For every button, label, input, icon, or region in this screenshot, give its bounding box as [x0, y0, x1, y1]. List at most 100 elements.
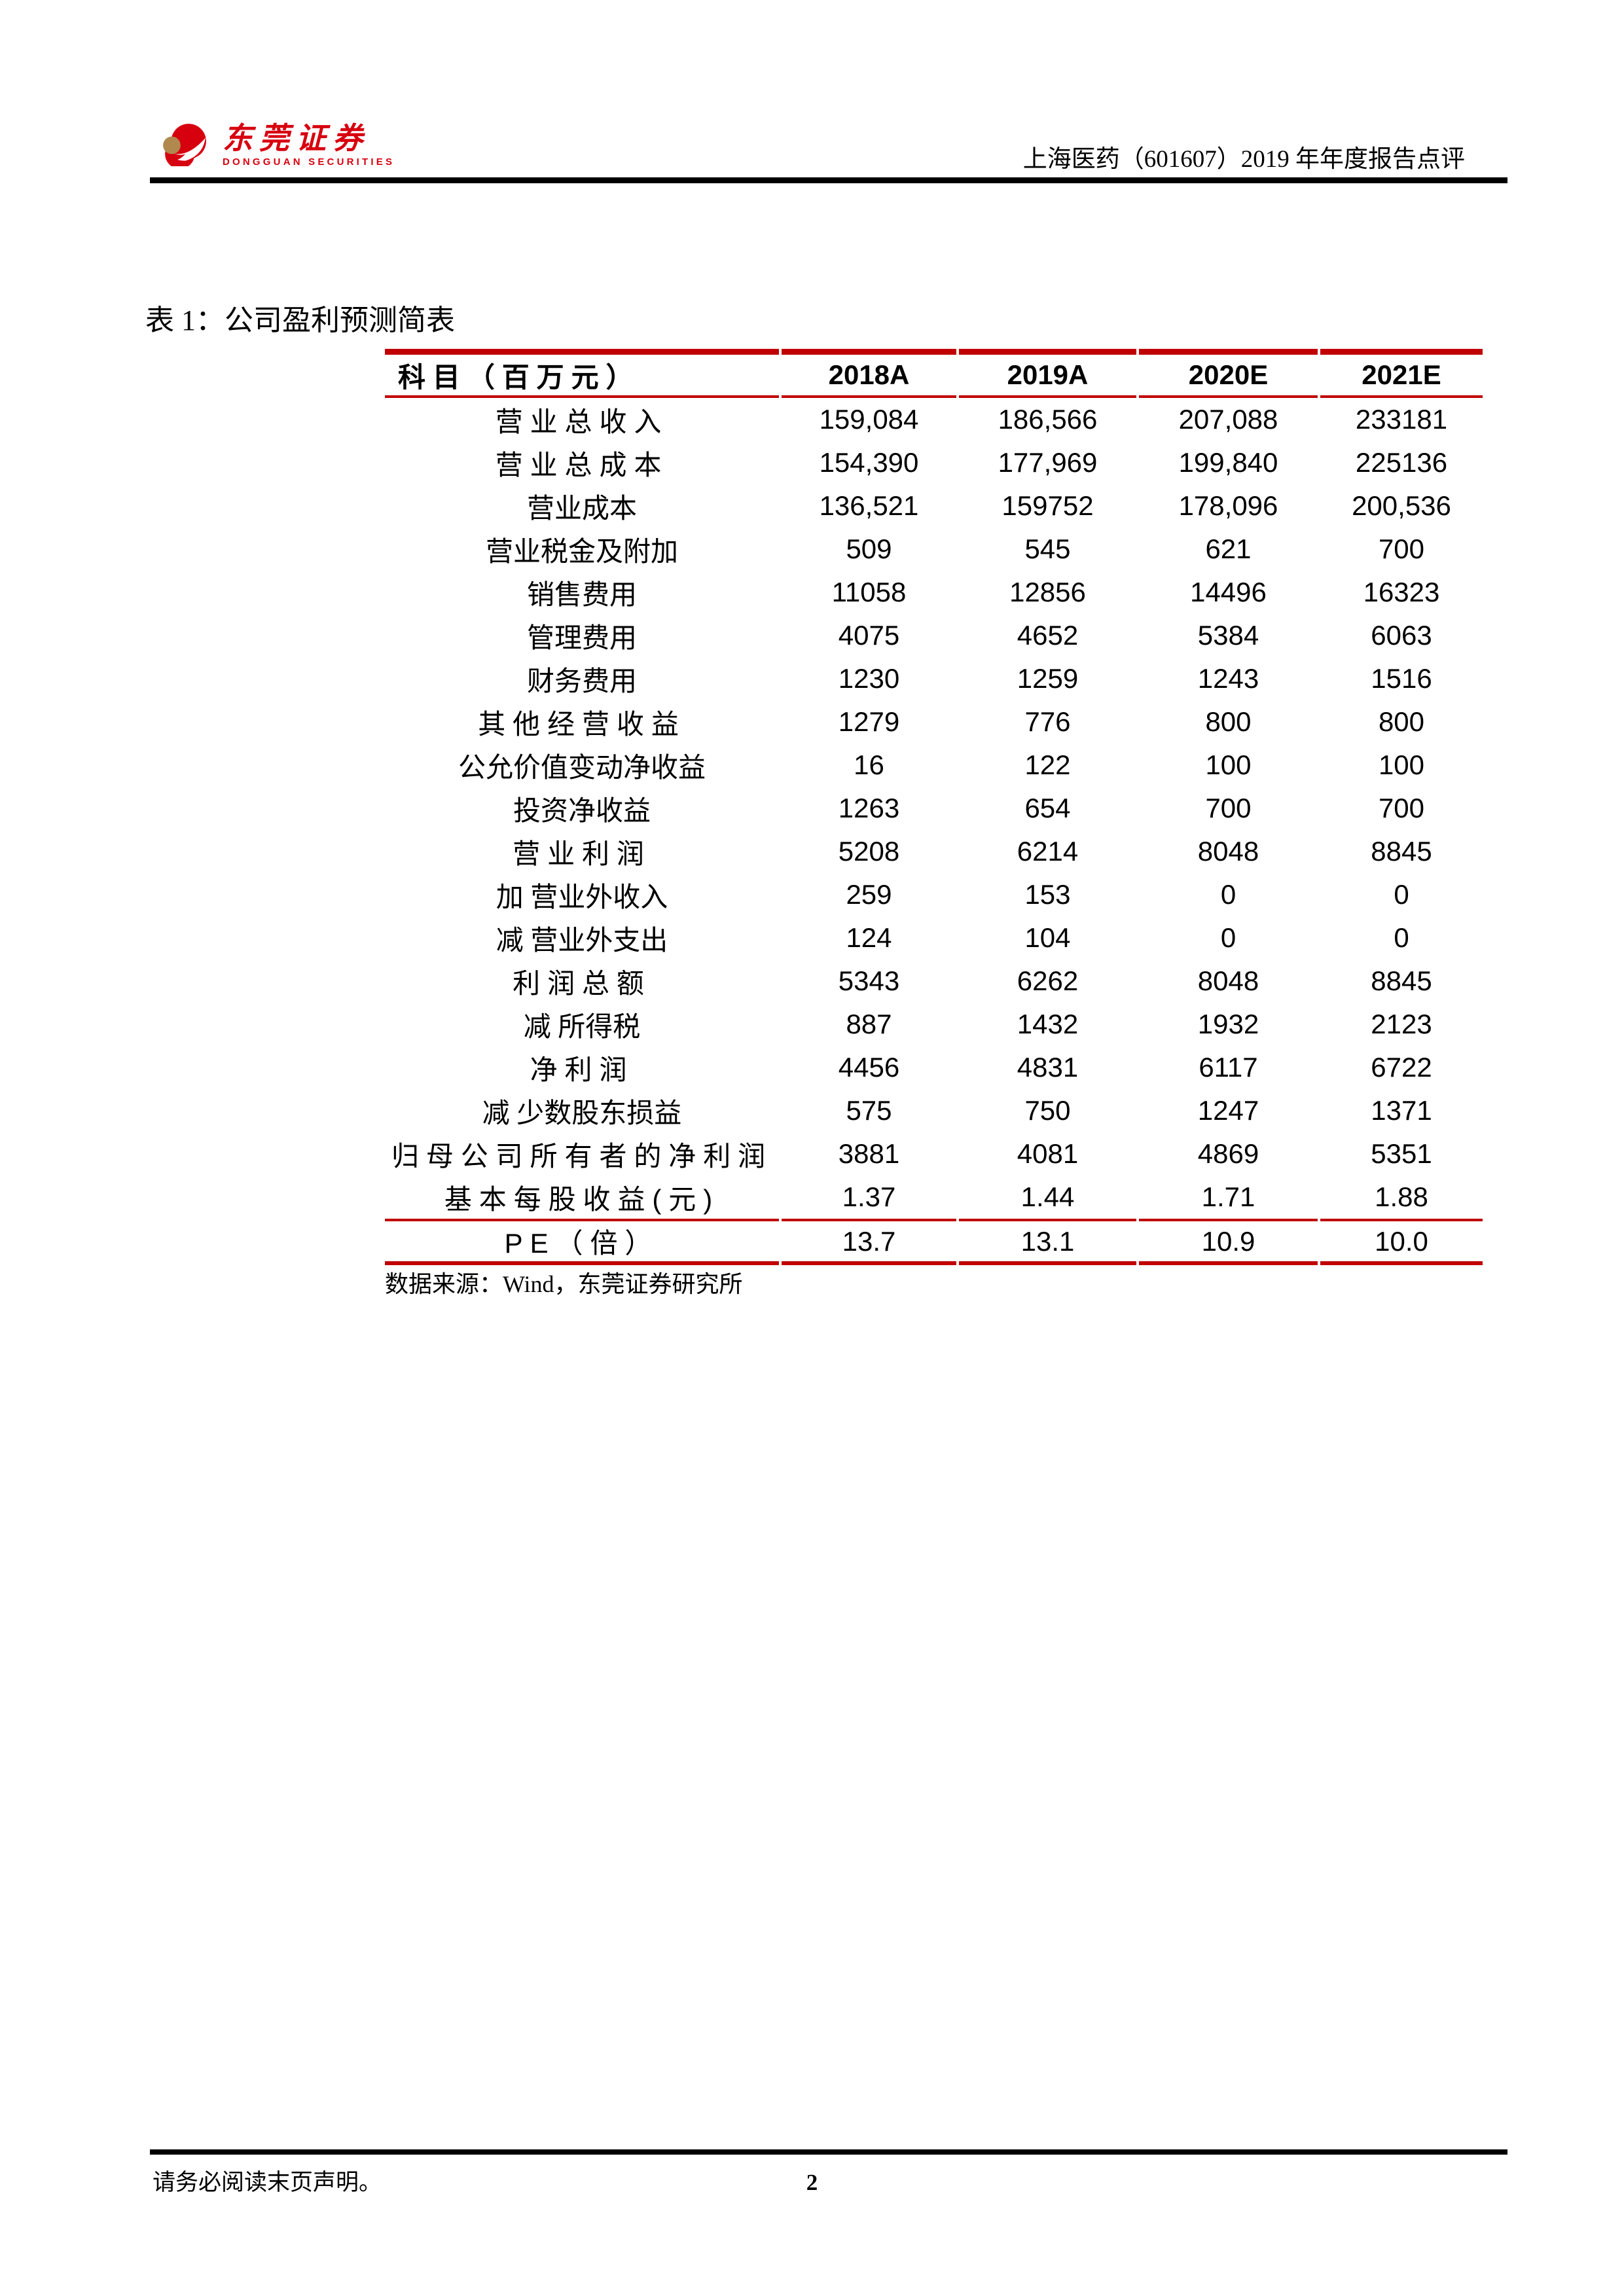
row-value: 4652 [1017, 620, 1079, 651]
column-header-item: 科目（百万元） [385, 349, 779, 398]
row-value: 700 [1378, 793, 1425, 823]
row-value: 621 [1205, 533, 1252, 564]
row-label: 营业总收入 [495, 406, 669, 437]
logo: 东莞证券 DONGGUAN SECURITIES [161, 123, 395, 168]
row-label: 营业成本 [526, 493, 637, 524]
row-value: 6117 [1199, 1052, 1258, 1083]
row-value: 124 [846, 922, 892, 953]
row-label: 净利润 [530, 1054, 634, 1085]
row-value: 122 [1024, 749, 1071, 780]
row-value: 6214 [1017, 836, 1079, 867]
row-label: PE（倍） [385, 1219, 779, 1265]
row-value: 13.1 [959, 1219, 1136, 1265]
table-row: 营业总收入 159,084 186,566 207,088 233181 [385, 398, 1483, 441]
row-value: 11058 [831, 577, 907, 607]
table-row: 其他经营收益 1279 776 800 800 [385, 700, 1483, 744]
row-value: 800 [1205, 706, 1252, 737]
row-value: 186,566 [998, 404, 1098, 435]
row-label: 销售费用 [526, 580, 637, 611]
row-label: 减 少数股东损益 [482, 1098, 682, 1129]
row-value: 750 [1024, 1095, 1071, 1126]
row-label: 减 营业外支出 [496, 925, 668, 956]
row-value: 509 [846, 533, 892, 564]
table-row: 营业税金及附加 509 545 621 700 [385, 528, 1483, 571]
table-row: 营业总成本 154,390 177,969 199,840 225136 [385, 441, 1483, 484]
row-value: 225136 [1355, 447, 1448, 478]
row-value: 545 [1024, 533, 1071, 564]
table-row: 投资净收益 1263 654 700 700 [385, 787, 1483, 830]
row-value: 4869 [1197, 1138, 1259, 1169]
table-row: 归母公司所有者的净利润 3881 4081 4869 5351 [385, 1132, 1483, 1175]
row-value: 154,390 [819, 447, 919, 478]
column-header-year: 2019A [959, 349, 1136, 398]
report-title: 上海医药（601607）2019 年年度报告点评 [1022, 146, 1465, 173]
row-value: 0 [1220, 922, 1236, 953]
row-value: 1516 [1371, 663, 1432, 694]
table-row: 减 所得税 887 1432 1932 2123 [385, 1003, 1483, 1046]
table-header: 科目（百万元） 2018A 2019A 2020E 2021E [385, 349, 1483, 398]
row-value: 5384 [1197, 620, 1259, 651]
row-value: 16 [854, 749, 884, 780]
table-body: 营业总收入 159,084 186,566 207,088 233181 营业总成本 154… [385, 398, 1483, 1265]
row-label: 基本每股收益(元) [444, 1183, 720, 1215]
row-value: 16323 [1363, 577, 1440, 607]
table-row: 减 营业外支出 124 104 0 0 [385, 916, 1483, 960]
row-label: 营业税金及附加 [485, 537, 678, 567]
row-value: 700 [1378, 533, 1425, 564]
row-value: 776 [1024, 706, 1071, 737]
row-value: 1279 [838, 706, 900, 737]
data-source: 数据来源：Wind，东莞证券研究所 [385, 1271, 743, 1297]
column-header-year: 2020E [1139, 349, 1318, 398]
footer-disclaimer: 请务必阅读末页声明。 [153, 2170, 382, 2195]
row-value: 159,084 [819, 404, 919, 435]
row-value: 1432 [1017, 1009, 1079, 1039]
row-value: 1259 [1017, 663, 1079, 694]
table-row: 基本每股收益(元) 1.37 1.44 1.71 1.88 [385, 1175, 1483, 1219]
column-header-year: 2018A [782, 349, 956, 398]
row-value: 1932 [1197, 1009, 1259, 1039]
table-header-row: 科目（百万元） 2018A 2019A 2020E 2021E [385, 349, 1483, 398]
row-value: 1371 [1371, 1095, 1432, 1126]
row-value: 1230 [838, 663, 900, 694]
footer-rule [150, 2149, 1507, 2155]
row-value: 700 [1205, 793, 1252, 823]
row-label: 其他经营收益 [478, 708, 686, 740]
row-value: 0 [1394, 879, 1409, 910]
row-value: 6262 [1017, 965, 1079, 996]
profit-forecast-table: 科目（百万元） 2018A 2019A 2020E 2021E 营业总收入 159,084… [382, 349, 1485, 1265]
row-label: 营业利润 [513, 838, 651, 869]
logo-text: 东莞证券 DONGGUAN SECURITIES [223, 123, 395, 168]
row-value: 1.37 [842, 1181, 896, 1212]
table-row: 营业成本 136,521 159752 178,096 200,536 [385, 484, 1483, 528]
row-value: 100 [1205, 749, 1252, 780]
row-label: 减 所得税 [523, 1012, 641, 1043]
row-value: 153 [1024, 879, 1071, 910]
row-value: 104 [1024, 922, 1071, 953]
row-value: 4831 [1017, 1052, 1079, 1083]
row-value: 12856 [1009, 577, 1086, 607]
row-value: 199,840 [1178, 447, 1278, 478]
table-row: 利润总额 5343 6262 8048 8845 [385, 960, 1483, 1003]
row-value: 159752 [1001, 490, 1094, 521]
page-number: 2 [806, 2170, 818, 2195]
row-value: 887 [846, 1009, 892, 1039]
row-value: 2123 [1371, 1009, 1432, 1039]
row-value: 5343 [838, 965, 900, 996]
row-label: 投资净收益 [513, 796, 651, 827]
row-value: 8845 [1371, 836, 1432, 867]
row-label: 营业总成本 [495, 449, 669, 480]
row-value: 4075 [838, 620, 900, 651]
row-value: 5208 [838, 836, 900, 867]
row-value: 800 [1378, 706, 1425, 737]
row-value: 200,536 [1352, 490, 1451, 521]
row-value: 178,096 [1178, 490, 1278, 521]
row-value: 4456 [838, 1052, 900, 1083]
row-value: 575 [846, 1095, 892, 1126]
row-value: 5351 [1371, 1138, 1432, 1169]
row-value: 8048 [1197, 836, 1259, 867]
row-label: 归母公司所有者的净利润 [391, 1140, 773, 1172]
table-row: 财务费用 1230 1259 1243 1516 [385, 657, 1483, 700]
row-value: 177,969 [998, 447, 1098, 478]
row-value: 10.9 [1139, 1219, 1318, 1265]
row-label: 利润总额 [513, 967, 651, 999]
